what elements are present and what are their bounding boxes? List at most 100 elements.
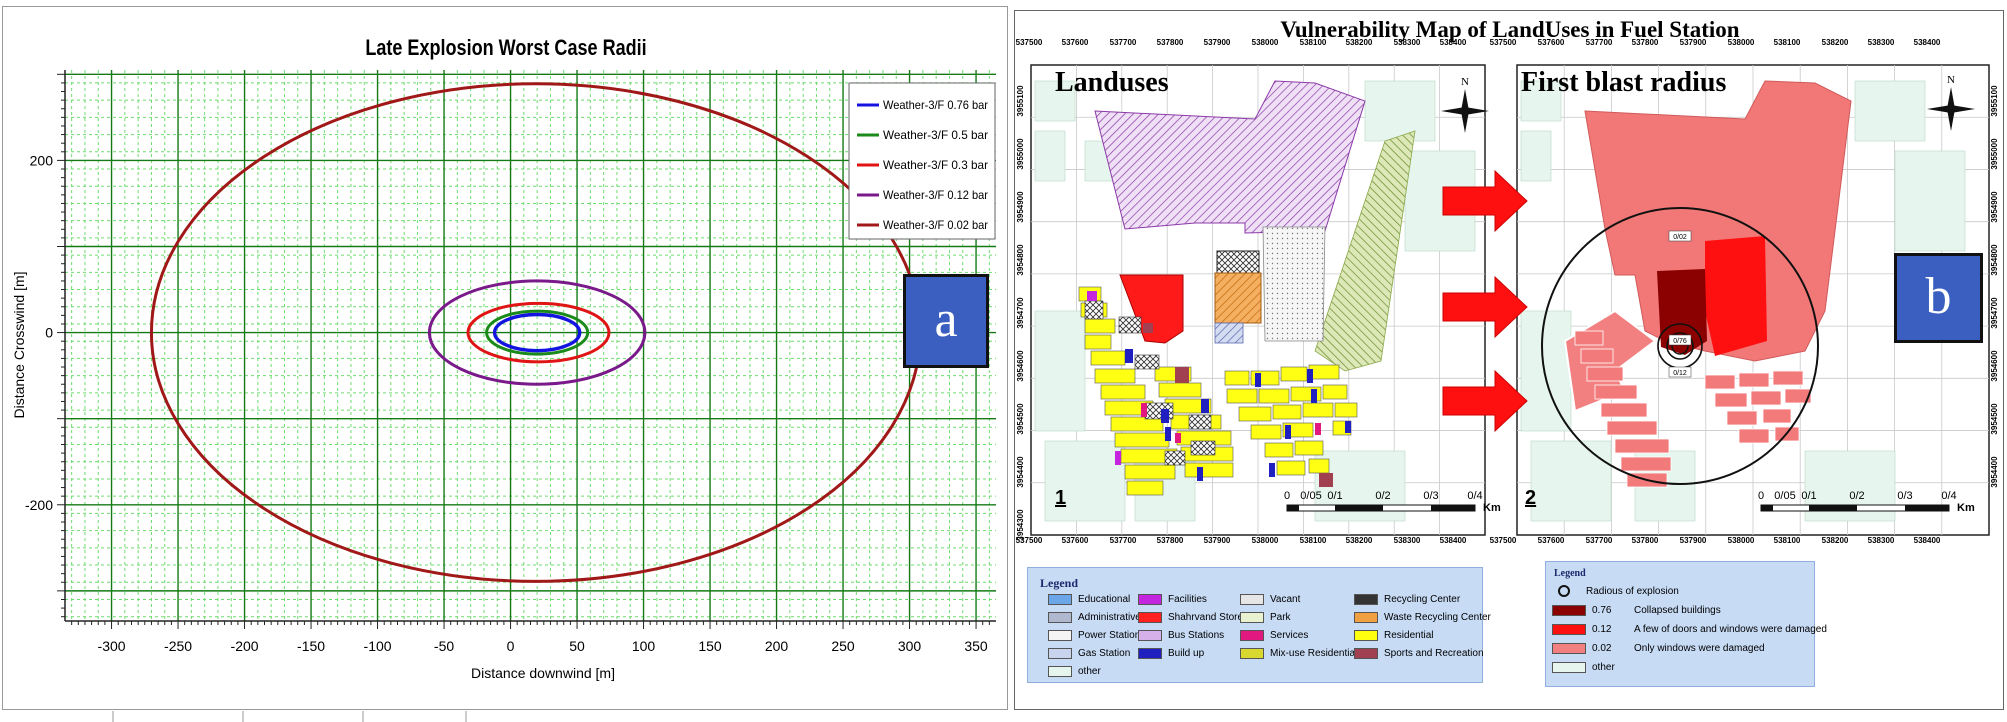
services-parcel	[1175, 433, 1181, 443]
blast-ring-0-02	[1541, 207, 1819, 485]
residential-parcel	[1334, 402, 1358, 418]
residential-parcel	[1158, 382, 1202, 398]
build-up-parcel	[1311, 389, 1317, 403]
map2-x-coord-bottom: 537700	[1586, 536, 1613, 545]
legend-label: other	[1078, 665, 1101, 677]
legend-swatch	[1552, 604, 1586, 616]
legend-label: Recycling Center	[1384, 593, 1461, 605]
recycling-parcel	[1190, 440, 1216, 456]
legend-label: Radious of explosion	[1586, 585, 1679, 597]
landuse-legend-item: Build up	[1138, 646, 1204, 660]
map1-x-coord-top: 537500	[1016, 38, 1043, 47]
build-up-parcel	[1197, 467, 1203, 481]
panel-label-a: a	[903, 274, 989, 368]
scalebar-label: 0/1	[1801, 490, 1816, 502]
blast-ring-0-76	[1666, 332, 1694, 360]
legend-swatch	[1552, 661, 1586, 673]
series-curve-3	[427, 279, 647, 386]
legend-swatch	[1048, 647, 1072, 659]
chart-legend	[848, 82, 996, 240]
map2-y-coord: 3954900	[1990, 191, 1999, 223]
windows-damaged-parcel	[1750, 390, 1782, 406]
collapsed-buildings-zone	[1657, 269, 1707, 355]
blast-legend-item: Radious of explosion	[1552, 584, 1679, 598]
map2-x-coord-bottom: 538400	[1914, 536, 1941, 545]
series-curve-2	[466, 301, 611, 364]
landuse-legend-item: Mix-use Residential	[1240, 646, 1357, 660]
sports-parcel	[1175, 367, 1189, 383]
scalebar-unit: Km	[1957, 502, 1975, 514]
residential-parcel	[1110, 416, 1164, 432]
map1-x-coord-bottom: 537700	[1110, 536, 1137, 545]
other-parcel	[1364, 80, 1436, 142]
map2-x-coord-bottom: 538200	[1822, 536, 1849, 545]
map1-x-coord-top: 538300	[1394, 38, 1421, 47]
map1-scalebar: 0 0/05 0/1 0/2 0/3 0/4Km	[1284, 490, 1501, 514]
windows-damaged-parcel	[1772, 370, 1804, 386]
build-up-parcel	[1269, 463, 1275, 477]
scalebar-label: 0/05	[1774, 490, 1795, 502]
legend-swatch	[1552, 642, 1586, 654]
scalebar-label: 0/3	[1423, 490, 1438, 502]
blast-legend-item: 0.76 Collapsed buildings	[1552, 603, 1721, 617]
legend-label-0: Weather-3/F 0.76 bar	[883, 98, 988, 112]
y-tick-label: 200	[30, 152, 54, 168]
map2-x-coord-bottom: 537900	[1680, 536, 1707, 545]
build-up-parcel	[1285, 425, 1291, 439]
other-parcel	[1034, 80, 1076, 122]
legend-swatch	[1138, 611, 1162, 623]
x-tick-label: 250	[831, 638, 855, 654]
sports-parcel	[1319, 473, 1333, 487]
legend-label: other	[1592, 661, 1615, 673]
legend-swatch	[1240, 629, 1264, 641]
windows-damaged-parcel	[1586, 366, 1624, 382]
recycling-parcel	[1084, 300, 1104, 320]
scalebar-label: 0/2	[1849, 490, 1864, 502]
residential-parcel	[1238, 406, 1272, 422]
windows-damaged-parcel	[1738, 372, 1770, 388]
map2-y-coord: 3954600	[1990, 350, 1999, 382]
north-label: N	[1461, 76, 1469, 88]
panel-label-b: b	[1894, 253, 1983, 343]
map2-x-coord-top: 538400	[1914, 38, 1941, 47]
map2-y-coord: 3955100	[1990, 85, 1999, 117]
map2-x-coord-bottom: 537500	[1490, 536, 1517, 545]
windows-damaged-parcel	[1784, 388, 1812, 404]
windows-damaged-parcel	[1726, 410, 1758, 426]
ring-label: 0/12	[1673, 370, 1687, 377]
map1-north-arrow: N	[1441, 76, 1489, 133]
build-up-parcel	[1345, 421, 1351, 433]
map1-y-coord: 3954300	[1016, 509, 1025, 541]
map1-x-coord-bottom: 538100	[1300, 536, 1327, 545]
landuse-legend-item: Sports and Recreation	[1354, 646, 1484, 660]
map2-y-coord: 3954500	[1990, 403, 1999, 435]
x-tick-label: -200	[231, 638, 259, 654]
scalebar-label: 0/1	[1327, 490, 1342, 502]
windows-damaged-parcel	[1704, 374, 1736, 390]
build-up-parcel	[1161, 409, 1169, 423]
legend-label-2: Weather-3/F 0.3 bar	[883, 158, 988, 172]
facilities-parcel	[1087, 291, 1097, 301]
windows-damaged-parcel	[1594, 384, 1638, 400]
legend-swatch	[1558, 585, 1570, 597]
other-parcel	[1034, 310, 1086, 432]
recycling-parcel	[1188, 414, 1212, 430]
map2-x-coord-top: 538200	[1822, 38, 1849, 47]
landuse-legend-item: Bus Stations	[1138, 628, 1224, 642]
map1-x-coord-top: 538100	[1300, 38, 1327, 47]
recycling-parcel	[1134, 354, 1160, 370]
residential-parcel	[1224, 370, 1250, 386]
residential-parcel	[1124, 464, 1176, 480]
residential-parcel	[1114, 432, 1170, 448]
x-tick-label: -300	[98, 638, 126, 654]
legend-label: Services	[1270, 629, 1309, 641]
windows-damaged-parcel	[1620, 456, 1672, 472]
landuse-legend: Legend Educational Facilities Vacant Recycl…	[1027, 567, 1491, 683]
legend-swatch	[1048, 665, 1072, 677]
map2-x-coord-top: 538100	[1774, 38, 1801, 47]
build-up-parcel	[1307, 369, 1313, 383]
map2-y-coord: 3954800	[1990, 244, 1999, 276]
legend-label-3: Weather-3/F 0.12 bar	[883, 188, 988, 202]
map1-x-coord-top: 537700	[1110, 38, 1137, 47]
doors-windows-damaged-zone	[1705, 236, 1767, 356]
